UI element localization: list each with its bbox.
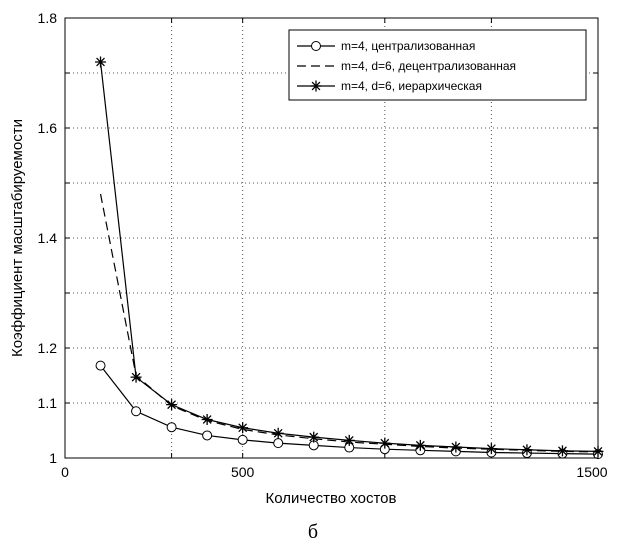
data-point-circle [311, 41, 321, 51]
data-point-star [237, 422, 249, 434]
data-point-circle [202, 430, 213, 441]
legend-label: m=4, централизованная [341, 39, 475, 53]
x-axis-label: Количество хостов [266, 490, 397, 507]
data-point-circle [166, 422, 177, 433]
y-tick-label: 1.1 [38, 395, 58, 411]
series-2 [95, 56, 604, 457]
data-point-star [95, 56, 107, 68]
data-point-circle [273, 438, 284, 449]
y-tick-label: 1.4 [38, 230, 58, 246]
data-point-star [308, 431, 320, 443]
x-tick-label: 500 [231, 464, 255, 480]
legend: m=4, централизованная m=4, d=6, децентрал… [288, 29, 587, 101]
figure-caption: б [308, 521, 318, 543]
data-point-star [379, 437, 391, 449]
data-point-circle [237, 434, 248, 445]
y-axis-label: Коэффициент масштабируемости [9, 119, 26, 357]
y-tick-label: 1 [49, 450, 57, 466]
series-layer [95, 56, 604, 460]
y-tick-label: 1.8 [38, 10, 58, 26]
data-point-star [556, 445, 568, 457]
data-point-star [521, 444, 533, 456]
data-point-star [310, 80, 322, 92]
data-point-circle [95, 360, 106, 371]
data-point-star [450, 441, 462, 453]
data-point-circle [131, 406, 142, 417]
data-point-star [272, 427, 284, 439]
data-point-star [130, 371, 142, 383]
legend-box [288, 29, 587, 101]
x-tick-label: 0 [61, 464, 69, 480]
data-point-star [201, 414, 213, 425]
data-point-star [485, 443, 497, 455]
legend-label: m=4, d=6, децентрализованная [341, 59, 516, 73]
data-point-star [414, 439, 426, 451]
ticks: 0 500 1500 1 1.1 1.2 1.4 1.6 1.8 [38, 10, 608, 480]
legend-label: m=4, d=6, иерархическая [341, 79, 482, 93]
data-point-star [343, 434, 355, 446]
y-tick-label: 1.2 [38, 340, 58, 356]
x-tick-label: 1500 [576, 464, 607, 480]
data-point-star [166, 399, 178, 411]
plot-frame [64, 17, 599, 459]
y-tick-label: 1.6 [38, 120, 58, 136]
